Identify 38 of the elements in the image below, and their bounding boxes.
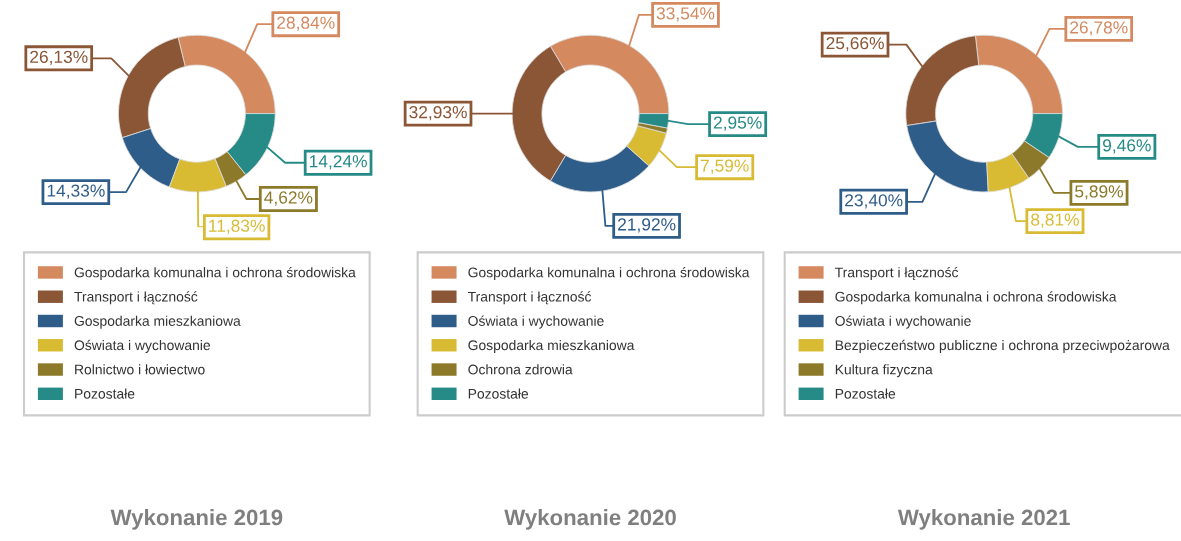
data-label: 23,40% — [845, 194, 903, 209]
legend-label: Gospodarka komunalna i ochrona środowiska — [74, 266, 356, 281]
legend-label: Pozostałe — [468, 388, 529, 399]
data-label: 26,78% — [1070, 21, 1128, 36]
data-label: 2,95% — [713, 116, 762, 131]
data-label: 4,62% — [264, 191, 313, 206]
legend-label: Oświata i wychowanie — [468, 315, 604, 329]
data-label: 33,54% — [656, 7, 715, 22]
data-label: 14,24% — [309, 155, 367, 170]
text: Wykonanie 2021 — [897, 509, 1070, 530]
data-label: 5,89% — [1075, 185, 1123, 200]
legend-label: Pozostałe — [75, 388, 135, 399]
legend-label: Oświata i wychowanie — [835, 315, 971, 329]
text: Wykonanie 2020 — [504, 509, 676, 530]
legend-label: Transport i łączność — [467, 291, 592, 305]
legend-label: Gospodarka komunalna i ochrona środowiska — [468, 266, 750, 281]
data-label: 26,13% — [30, 50, 88, 66]
legend-label: Gospodarka mieszkaniowa — [74, 315, 241, 329]
legend-label: Kultura fizyczna — [835, 364, 933, 378]
data-label: 32,93% — [409, 106, 467, 121]
data-label: 7,59% — [700, 159, 749, 174]
text: Wykonanie 2019 — [110, 509, 283, 530]
legend-label: Gospodarka komunalna i ochrona środowiska — [835, 291, 1117, 305]
data-label: 9,46% — [1103, 139, 1151, 154]
legend-label: Ochrona zdrowia — [468, 364, 573, 375]
legend-label: Gospodarka mieszkaniowa — [468, 339, 635, 353]
data-label: 25,66% — [826, 36, 884, 52]
legend-label: Rolnictwo i łowiectwo — [75, 364, 205, 375]
data-label: 28,84% — [277, 16, 335, 31]
legend-label: Oświata i wychowanie — [74, 339, 211, 353]
legend-label: Pozostałe — [835, 388, 896, 399]
legend-label: Transport i łączność — [74, 291, 198, 305]
data-label: 8,81% — [1031, 213, 1079, 228]
legend-label: Transport i łączność — [835, 266, 959, 281]
data-label: 14,33% — [47, 184, 105, 199]
data-label: 21,92% — [618, 218, 676, 233]
data-label: 11,83% — [209, 219, 265, 234]
legend-label: Bezpieczeństwo publiczne i ochrona przeciwpożarowa — [835, 339, 1170, 353]
